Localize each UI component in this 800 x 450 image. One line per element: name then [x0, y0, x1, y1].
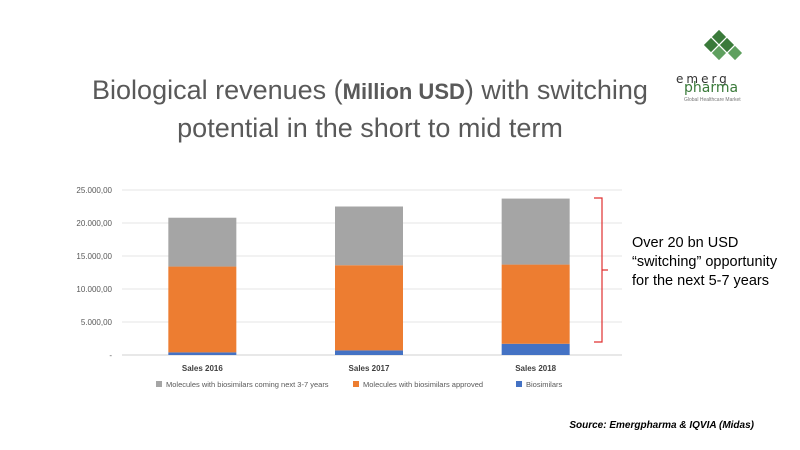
- x-tick-label: Sales 2016: [182, 364, 223, 373]
- callout-bracket: [594, 197, 608, 343]
- source-note: Source: Emergpharma & IQVIA (Midas): [569, 420, 754, 431]
- emergpharma-logo-icon: [703, 29, 743, 61]
- switching-callout: Over 20 bn USD “switching” opportunity f…: [632, 235, 778, 289]
- bar-segment: [168, 217, 237, 267]
- bar-segment: [168, 352, 237, 355]
- legend-label: Molecules with biosimilars coming next 3…: [166, 380, 329, 389]
- x-tick-label: Sales 2017: [349, 364, 390, 373]
- bar-segment: [335, 350, 403, 355]
- legend-swatch: [156, 381, 162, 387]
- bar-segment: [335, 265, 403, 351]
- bar-segment: [501, 264, 570, 344]
- legend-label: Molecules with biosimilars approved: [363, 380, 483, 389]
- legend-swatch: [353, 381, 359, 387]
- bar-segment: [335, 206, 403, 266]
- logo-tagline: Global Healthcare Market: [684, 97, 741, 103]
- logo-word-pharma: pharma: [684, 80, 739, 96]
- x-tick-label: Sales 2018: [515, 364, 556, 373]
- logo-word-emerg: emerg: [676, 72, 730, 86]
- legend-label: Biosimilars: [526, 380, 563, 389]
- title-part1: Biological revenues (: [92, 75, 343, 105]
- y-tick-label: 15.000,00: [76, 252, 112, 261]
- bar-segment: [501, 343, 570, 355]
- y-tick-label: 5.000,00: [81, 318, 113, 327]
- title-part2: ) with switching potential in the short …: [177, 75, 648, 143]
- y-tick-label: 25.000,00: [76, 186, 112, 195]
- title-unit: Million USD: [342, 79, 465, 104]
- y-tick-label: 20.000,00: [76, 219, 112, 228]
- chart-title: Biological revenues (Million USD) with s…: [80, 72, 660, 146]
- y-tick-label: 10.000,00: [76, 285, 112, 294]
- bar-segment: [168, 266, 237, 353]
- legend-swatch: [516, 381, 522, 387]
- bar-segment: [501, 198, 570, 265]
- y-tick-label: -: [109, 351, 112, 360]
